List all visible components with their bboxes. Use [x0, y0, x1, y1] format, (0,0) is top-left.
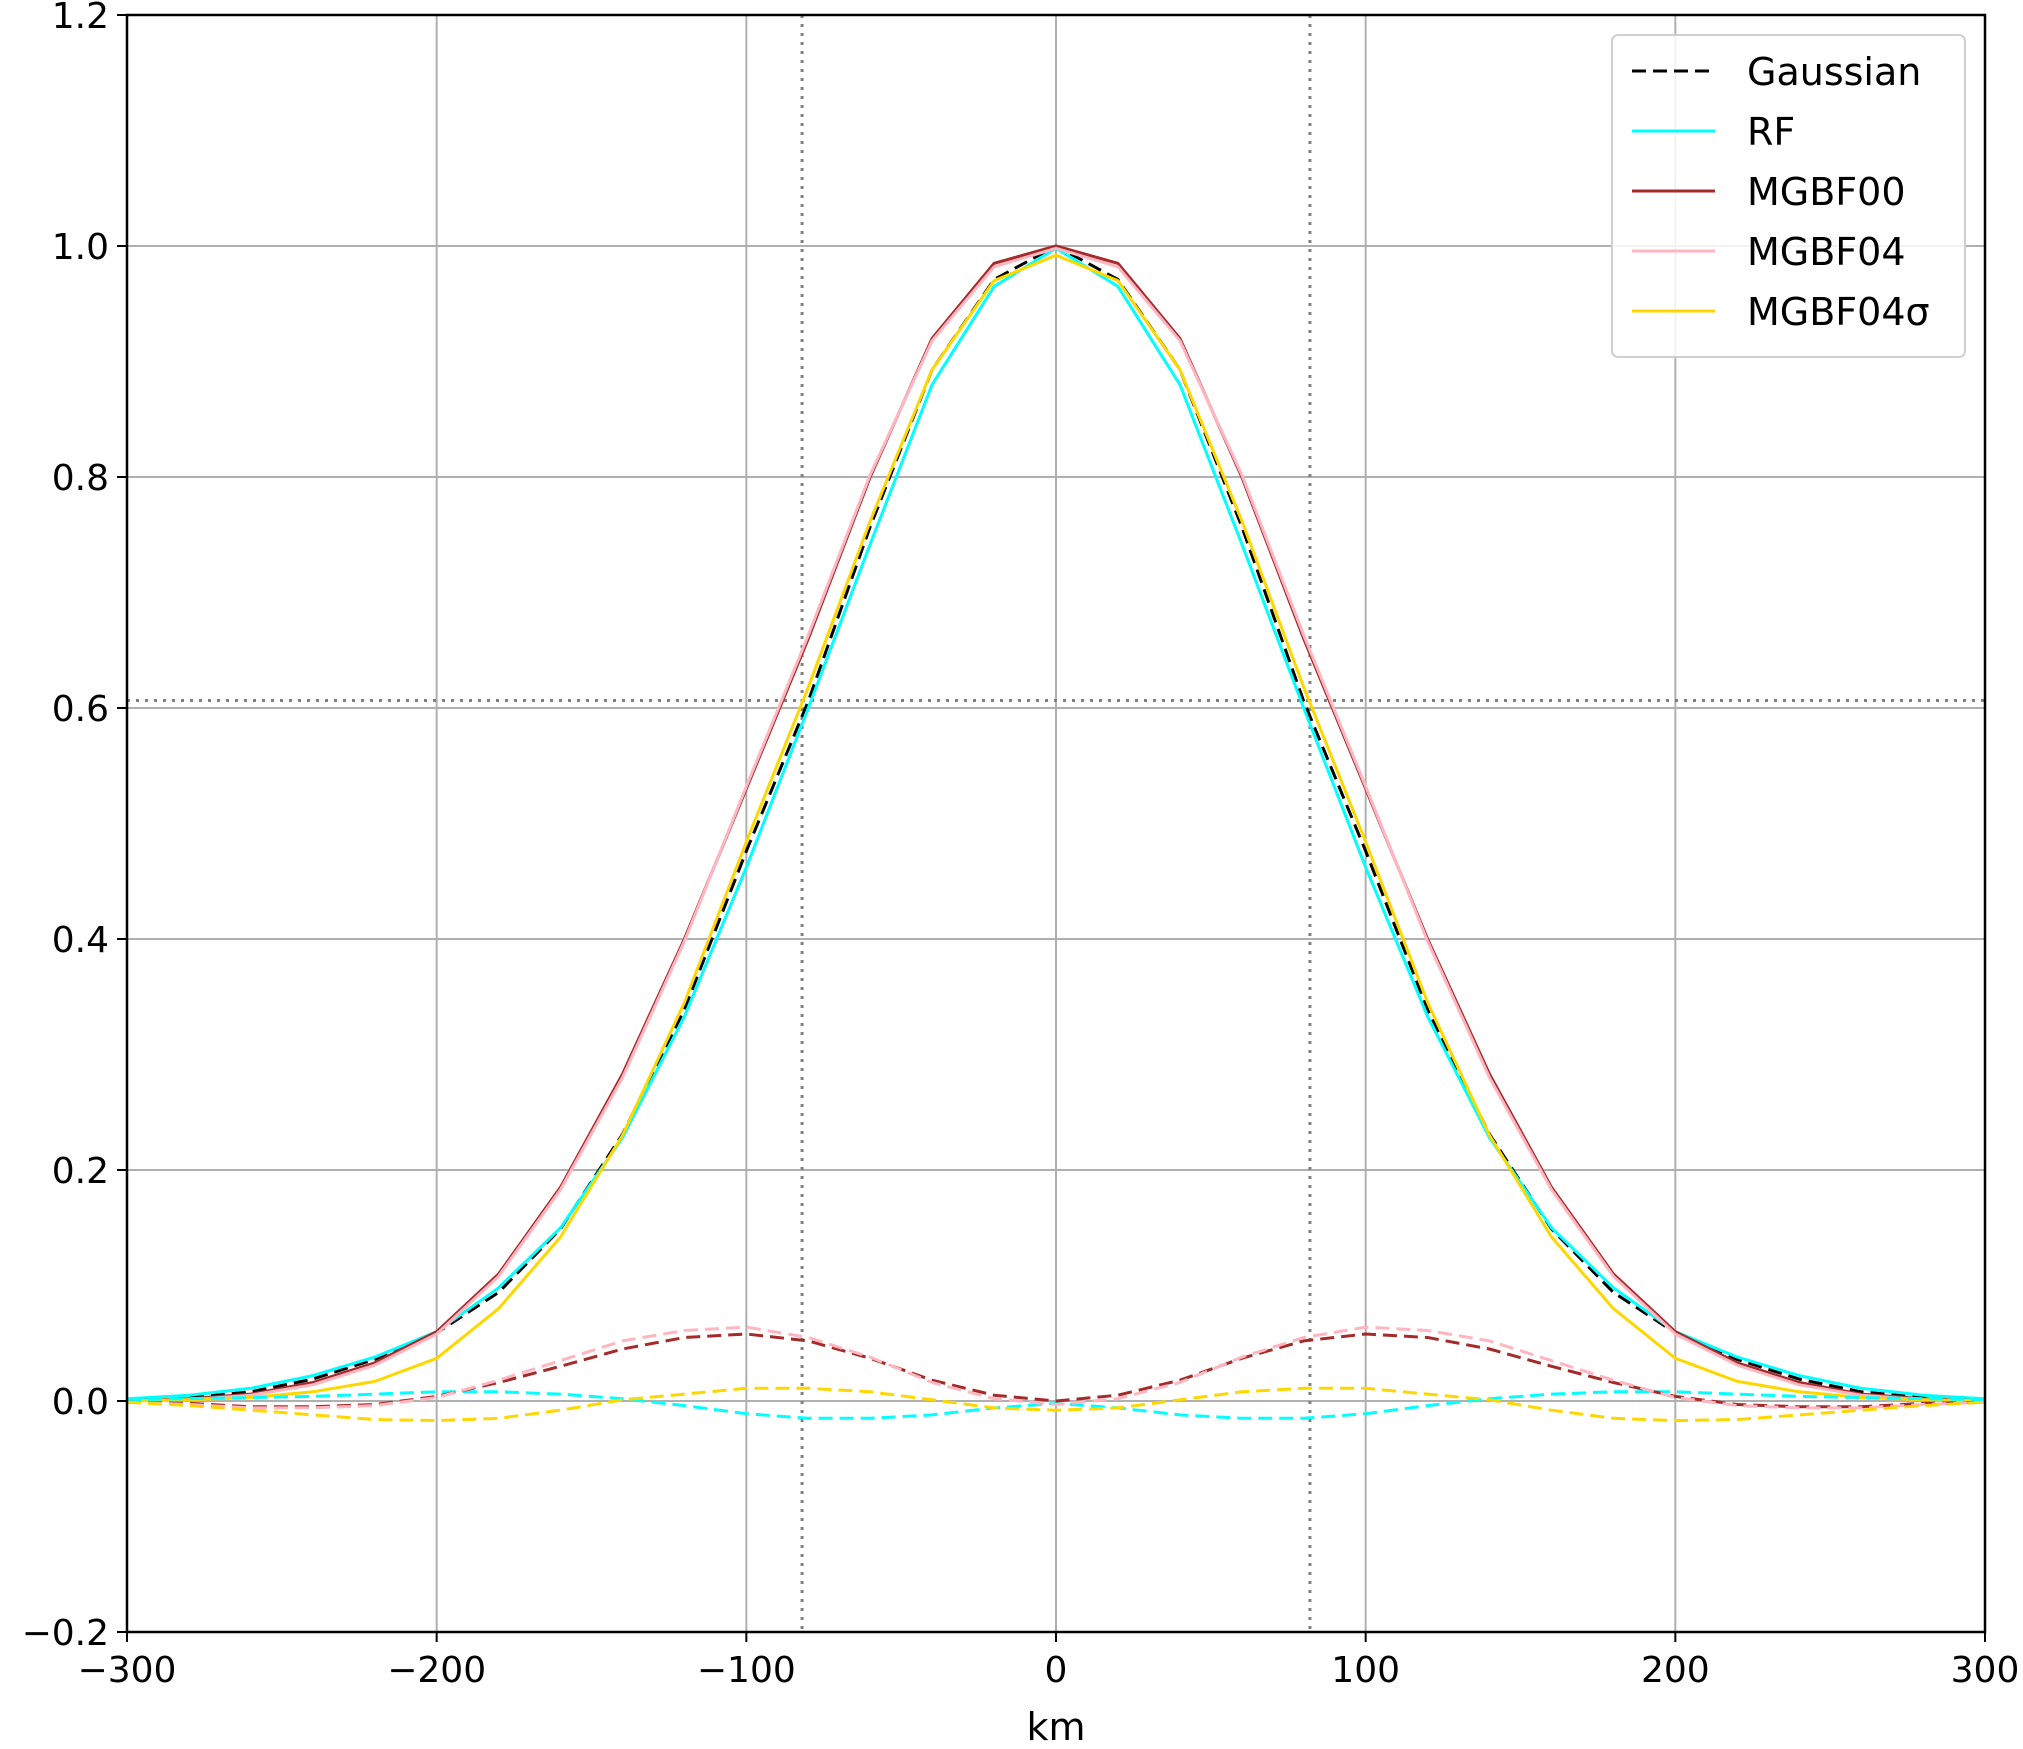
x-tick-label: −200: [387, 1650, 486, 1691]
legend-label: MGBF00: [1747, 170, 1906, 214]
x-tick-label: −100: [697, 1650, 796, 1691]
x-tick-label: 200: [1641, 1650, 1710, 1691]
x-tick-label: 100: [1331, 1650, 1400, 1691]
y-tick-label: 1.2: [52, 0, 109, 37]
x-tick-label: 0: [1045, 1650, 1068, 1691]
legend-label: MGBF04: [1747, 230, 1906, 274]
series-line-2: [126, 244, 1986, 1403]
legend-label: MGBF04σ: [1747, 290, 1930, 334]
series-line-3: [126, 246, 1986, 1403]
y-tick-label: −0.2: [22, 1613, 109, 1654]
series-line-4: [126, 253, 1986, 1403]
reference-lines: [127, 15, 1985, 1632]
x-tick-label: −300: [78, 1650, 177, 1691]
y-axis-ticks: −0.2 0.0 0.2 0.4 0.6 0.8 1.0 1.2: [22, 0, 127, 1654]
x-tick-label: 300: [1951, 1650, 2020, 1691]
y-tick-label: 0.2: [52, 1151, 109, 1192]
y-tick-label: 0.0: [52, 1382, 109, 1423]
series-line-6: [126, 1332, 1986, 1409]
y-tick-label: 0.8: [52, 458, 109, 499]
y-tick-label: 1.0: [52, 227, 109, 268]
legend: Gaussian RF MGBF00 MGBF04 MGBF04σ: [1611, 34, 1966, 358]
x-axis-label: km: [1026, 1705, 1085, 1749]
y-tick-label: 0.4: [52, 920, 109, 961]
y-tick-label: 0.6: [52, 689, 109, 730]
legend-label: Gaussian: [1747, 50, 1921, 94]
series-line-7: [126, 1325, 1986, 1410]
legend-box: [1611, 34, 1966, 358]
x-axis-ticks: −300 −200 −100 0 100 200 300: [78, 1632, 2020, 1691]
legend-label: RF: [1747, 110, 1795, 154]
series-line-8: [126, 1386, 1986, 1423]
series-lines: [126, 244, 1986, 1423]
